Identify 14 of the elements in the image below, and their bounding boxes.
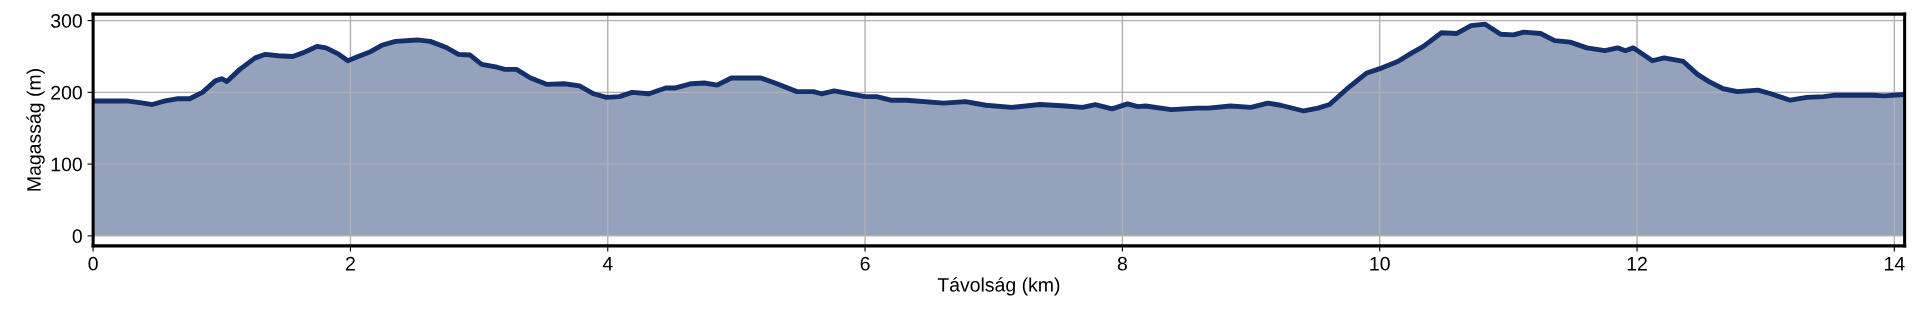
y-tick-label: 300 xyxy=(51,14,82,28)
x-tick-label: 2 xyxy=(346,256,355,271)
y-tick-label: 0 xyxy=(72,229,82,244)
x-tick-label: 12 xyxy=(1627,256,1647,271)
x-tick-label: 8 xyxy=(1117,256,1127,271)
y-tick-label: 200 xyxy=(51,85,82,100)
x-tick-label: 10 xyxy=(1370,256,1390,271)
x-tick-label: 0 xyxy=(88,256,98,271)
x-tick-label: 14 xyxy=(1885,257,1905,271)
y-axis-title: Magasság (m) xyxy=(26,69,45,191)
x-axis-title: Távolság (km) xyxy=(937,277,1060,296)
x-tick-label: 4 xyxy=(602,257,613,271)
x-tick-label: 6 xyxy=(860,256,870,271)
y-tick-label: 100 xyxy=(51,157,82,172)
